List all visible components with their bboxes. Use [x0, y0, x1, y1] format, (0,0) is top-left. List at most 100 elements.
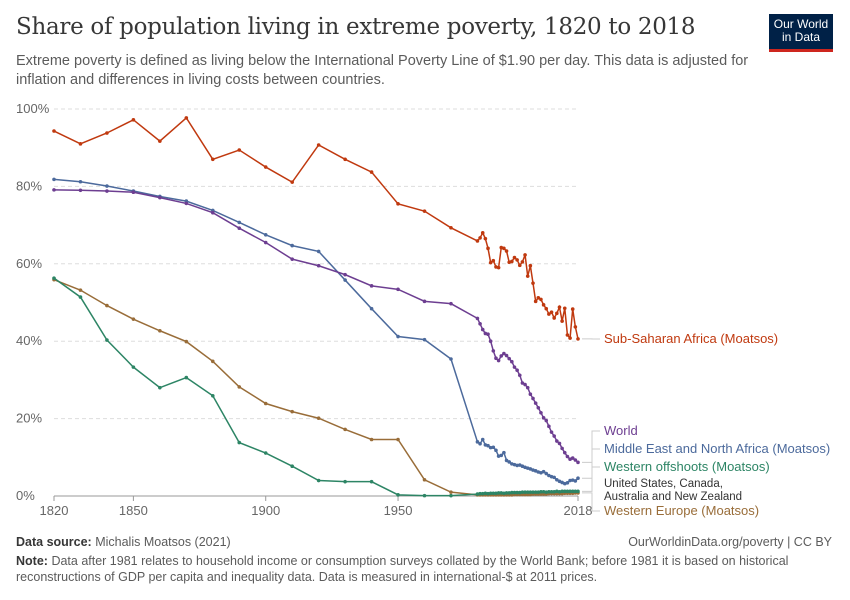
data-point — [531, 396, 535, 401]
note: Note: Data after 1981 relates to househo… — [16, 554, 789, 584]
data-point — [263, 232, 268, 237]
series-label: Middle East and North Africa (Moatsos) — [604, 441, 830, 456]
data-point — [520, 490, 525, 494]
data-point — [570, 456, 575, 460]
data-point — [369, 170, 374, 174]
data-point — [369, 437, 374, 442]
data-point — [539, 410, 543, 415]
data-point — [78, 142, 83, 146]
data-point — [263, 451, 268, 455]
data-point — [486, 246, 490, 251]
data-point — [533, 490, 538, 494]
data-point — [422, 337, 427, 342]
data-point — [562, 306, 567, 311]
data-point — [105, 338, 109, 342]
data-point — [525, 490, 530, 494]
data-point — [369, 284, 374, 288]
data-point — [570, 307, 575, 311]
data-point — [496, 358, 501, 363]
data-point — [475, 492, 480, 496]
data-point — [576, 476, 580, 480]
data-point — [316, 416, 321, 421]
data-point — [475, 440, 480, 444]
data-point — [52, 177, 56, 182]
data-point — [507, 460, 511, 464]
data-point — [422, 209, 427, 213]
data-point — [488, 260, 493, 265]
data-point — [480, 327, 485, 332]
data-point — [491, 349, 496, 353]
data-point — [210, 157, 215, 162]
data-point — [565, 454, 570, 459]
data-point — [343, 479, 347, 484]
y-tick-label: 20% — [16, 411, 42, 426]
data-point — [517, 373, 522, 378]
data-point — [78, 288, 83, 292]
data-point — [525, 385, 530, 390]
data-point — [396, 202, 400, 206]
data-point — [560, 446, 564, 451]
series-line — [53, 278, 578, 496]
data-point — [449, 301, 453, 306]
data-point — [557, 305, 562, 309]
data-point — [396, 493, 400, 497]
data-point — [504, 458, 509, 463]
data-point — [544, 490, 549, 494]
data-point — [541, 416, 546, 420]
data-point — [396, 334, 400, 339]
data-point — [316, 478, 321, 483]
data-point — [237, 148, 242, 152]
data-point — [547, 312, 551, 316]
data-point — [488, 339, 493, 344]
data-point — [491, 445, 496, 450]
data-point — [510, 259, 514, 264]
series-sublabel: Australia and New Zealand — [604, 491, 742, 503]
data-point — [184, 201, 189, 206]
data-point — [573, 489, 578, 494]
data-point — [547, 489, 551, 494]
data-point — [552, 316, 556, 320]
data-point — [544, 306, 549, 311]
data-point — [523, 490, 527, 494]
data-point — [486, 332, 490, 337]
data-point — [528, 392, 533, 397]
data-point — [502, 351, 506, 356]
data-point — [560, 319, 564, 323]
data-point — [536, 490, 541, 494]
data-point — [210, 393, 215, 398]
source-url[interactable]: OurWorldinData.org/poverty | CC BY — [628, 535, 832, 549]
owid-logo[interactable]: Our World in Data — [769, 14, 833, 52]
data-point — [475, 239, 480, 243]
data-point — [555, 439, 559, 443]
chart-title: Share of population living in extreme po… — [16, 14, 696, 40]
data-point — [504, 353, 509, 358]
series-label: Western Europe (Moatsos) — [604, 503, 759, 518]
data-point — [480, 491, 485, 496]
data-point — [449, 357, 453, 361]
data-point — [422, 477, 427, 482]
data-point — [541, 469, 546, 474]
data-point — [486, 491, 490, 496]
data-point — [343, 157, 347, 162]
data-point — [343, 427, 347, 432]
data-point — [480, 437, 485, 442]
data-point — [528, 263, 533, 268]
x-tick-label: 1950 — [384, 503, 413, 518]
data-point — [504, 491, 509, 495]
data-point — [131, 317, 136, 321]
data-source: Data source: Michalis Moatsos (2021) — [16, 535, 231, 549]
data-point — [494, 491, 498, 496]
data-point — [52, 188, 56, 192]
data-point — [131, 118, 136, 122]
data-point — [539, 297, 543, 302]
data-point — [568, 478, 572, 483]
data-point — [494, 448, 498, 453]
data-point — [555, 477, 559, 482]
data-point — [547, 424, 551, 429]
data-point — [78, 179, 83, 184]
data-point — [512, 490, 517, 495]
data-point — [549, 310, 554, 314]
data-point — [499, 491, 504, 495]
